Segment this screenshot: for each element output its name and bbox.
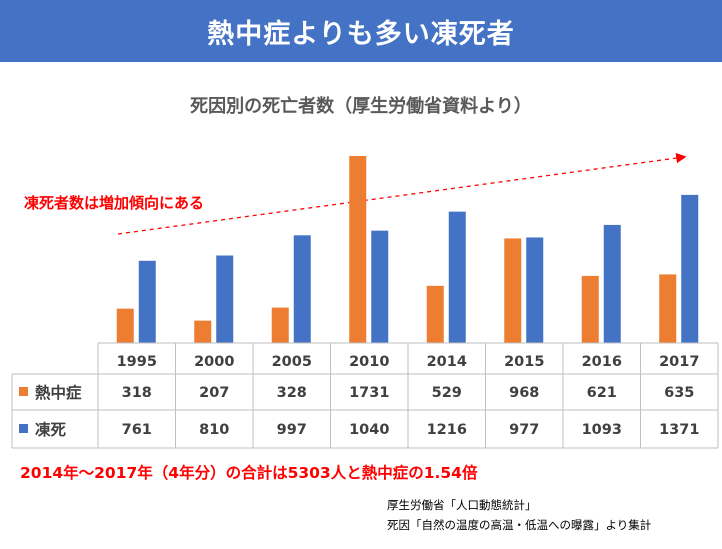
bar-frozen-2010 [371,230,389,343]
bar-heatstroke-2015 [504,238,522,343]
data-label-frozen-2016: 1093 [582,422,622,438]
data-label-heatstroke-2010: 1731 [349,385,389,401]
slide-title: 熱中症よりも多い凍死者 [207,18,515,50]
bar-frozen-2017 [681,194,699,343]
bar-frozen-2015 [526,237,544,343]
data-label-frozen-2010: 1040 [349,422,389,438]
summary-note: 2014年～2017年（4年分）の合計は5303人と熱中症の1.54倍 [20,464,478,482]
chart-title: 死因別の死亡者数（厚生労働省資料より） [190,96,532,117]
tick-label-2016: 2016 [582,354,622,370]
tick-label-2005: 2005 [272,354,312,370]
tick-label-1995: 1995 [117,354,157,370]
data-label-heatstroke-2005: 328 [277,385,307,401]
data-label-heatstroke-2015: 968 [509,385,539,401]
bar-heatstroke-2005 [271,307,289,343]
tick-label-2014: 2014 [427,354,467,370]
bar-heatstroke-2016 [581,275,599,343]
bar-heatstroke-1995 [116,308,134,343]
bar-heatstroke-2014 [426,285,444,343]
source-line-2: 死因「自然の温度の高温・低温への曝露」より集計 [387,518,652,532]
bar-frozen-2005 [293,235,311,343]
data-label-heatstroke-2000: 207 [199,385,229,401]
legend-label-frozen: 凍死 [35,420,67,439]
data-label-frozen-2014: 1216 [427,422,467,438]
data-label-frozen-2000: 810 [199,422,229,438]
data-label-heatstroke-1995: 318 [122,385,152,401]
bar-frozen-2014 [448,211,466,343]
data-label-frozen-2015: 977 [509,422,539,438]
tick-label-2000: 2000 [194,354,234,370]
legend-key-frozen [19,424,28,433]
bar-heatstroke-2000 [194,320,212,343]
data-label-frozen-1995: 761 [122,422,152,438]
data-label-heatstroke-2014: 529 [432,385,462,401]
bar-frozen-1995 [138,260,156,343]
bar-frozen-2016 [603,224,621,343]
legend-label-heatstroke: 熱中症 [35,383,82,402]
trend-arrow [117,152,687,235]
tick-label-2010: 2010 [349,354,389,370]
legend-key-heatstroke [19,387,28,396]
source-line-1: 厚生労働省「人口動態統計」 [387,498,537,512]
data-label-heatstroke-2017: 635 [664,385,694,401]
bar-frozen-2000 [216,255,234,343]
data-label-heatstroke-2016: 621 [587,385,617,401]
bar-heatstroke-2017 [659,274,677,343]
data-label-frozen-2005: 997 [277,422,307,438]
tick-label-2015: 2015 [504,354,544,370]
bar-heatstroke-2010 [349,156,367,343]
data-label-frozen-2017: 1371 [659,422,699,438]
title-banner: 熱中症よりも多い凍死者 [0,0,722,62]
tick-label-2017: 2017 [659,354,699,370]
trend-annotation: 凍死者数は増加傾向にある [24,194,205,212]
